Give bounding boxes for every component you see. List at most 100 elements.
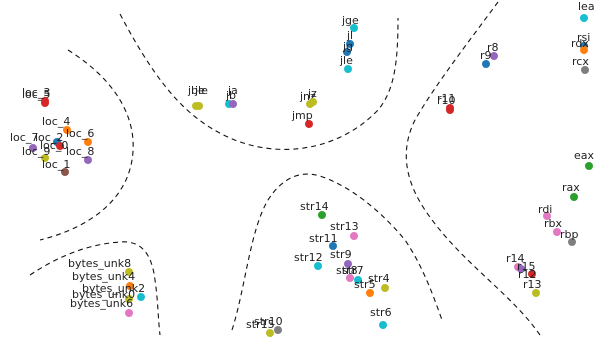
point-label-r13: r13 [523, 278, 542, 291]
point-label-str7: str7 [342, 264, 364, 277]
point-marker-str14 [318, 211, 326, 219]
point-marker-jle [344, 65, 352, 73]
point-marker-bytes-unk8 [125, 268, 133, 276]
point-marker-str5 [366, 289, 374, 297]
point-label-bytes-unk2: bytes_unk2 [82, 282, 145, 295]
point-marker-str10 [274, 326, 282, 334]
point-label-bytes-unk6: bytes_unk6 [70, 297, 133, 310]
point-marker-lea [580, 14, 588, 22]
point-label-r15: r15 [517, 260, 536, 273]
point-marker-rbp [568, 238, 576, 246]
point-label-str5: str5 [354, 278, 376, 291]
point-marker-jz [309, 98, 317, 106]
point-label-str13: str13 [330, 220, 359, 233]
point-label-bytes-unk4: bytes_unk4 [72, 270, 135, 283]
point-marker-jmp [305, 120, 313, 128]
point-label-r9: r9 [480, 49, 492, 62]
point-marker-loc-1 [61, 168, 69, 176]
separator-bottom-left [29, 241, 161, 336]
point-label-ja: ja [227, 84, 238, 97]
point-marker-str7 [354, 276, 362, 284]
point-marker-rdi [543, 212, 551, 220]
point-label-jge: jge [341, 14, 359, 27]
point-label-loc-4: loc_4 [42, 115, 70, 128]
point-marker-bytes-unk4 [126, 282, 134, 290]
point-label-r10: r10 [437, 94, 456, 107]
point-label-rdi: rdi [538, 203, 552, 216]
point-label-r14: r14 [506, 252, 525, 265]
cluster-bytes: bytes_unk8bytes_unk4bytes_unk2bytes_unk0… [68, 257, 145, 317]
point-label-loc-1: loc_1 [42, 158, 70, 171]
point-marker-r11 [446, 106, 454, 114]
point-marker-ja [229, 100, 237, 108]
point-marker-rax [570, 193, 578, 201]
point-label-jle: jle [339, 54, 353, 67]
separator-top-center [119, 13, 399, 150]
separator-curves [29, 1, 541, 336]
point-label-str11: str11 [309, 232, 338, 245]
point-label-str10: str10 [254, 315, 283, 328]
point-label-jb: jb [225, 89, 236, 102]
point-marker-rbx [553, 228, 561, 236]
point-marker-bytes-unk2 [137, 293, 145, 301]
point-marker-r8 [490, 52, 498, 60]
point-label-jl: jl [346, 29, 353, 42]
point-label-loc-2: loc_2 [35, 131, 63, 144]
point-label-loc-0: loc_0 [40, 139, 68, 152]
point-marker-loc-0 [56, 142, 64, 150]
point-marker-r15 [517, 265, 525, 273]
point-marker-str15 [266, 329, 274, 337]
point-label-str9: str9 [330, 248, 352, 261]
point-marker-loc-7 [29, 144, 37, 152]
point-label-str14: str14 [300, 200, 329, 213]
point-label-jz: jz [307, 87, 317, 100]
point-label-jmp: jmp [291, 109, 313, 122]
point-label-loc-6: loc_6 [66, 127, 94, 140]
point-marker-loc-6 [84, 138, 92, 146]
point-label-r12: r12 [518, 268, 537, 281]
point-label-loc-9: loc_9 [22, 145, 50, 158]
point-label-rbx: rbx [544, 217, 563, 230]
point-label-jbe: jbe [187, 84, 205, 97]
point-label-loc-8: loc_8 [66, 145, 94, 158]
point-marker-str11 [329, 242, 337, 250]
point-marker-bytes-unk0 [125, 295, 133, 303]
point-marker-r13 [532, 289, 540, 297]
point-marker-str9 [344, 260, 352, 268]
point-marker-str12 [314, 262, 322, 270]
point-label-rax: rax [562, 181, 580, 194]
point-marker-jle [195, 102, 203, 110]
point-label-bytes-unk8: bytes_unk8 [68, 257, 131, 270]
point-marker-loc-8 [84, 156, 92, 164]
point-marker-eax [585, 162, 593, 170]
point-marker-jl [346, 40, 354, 48]
point-marker-r9 [482, 60, 490, 68]
point-marker-rcx [581, 66, 589, 74]
point-marker-str4 [381, 284, 389, 292]
point-label-str6: str6 [370, 306, 392, 319]
point-label-r8: r8 [487, 41, 499, 54]
point-label-str15: str15 [246, 318, 275, 331]
point-marker-jg [343, 48, 351, 56]
point-label-lea: lea [578, 0, 595, 13]
point-label-jg: jg [342, 40, 353, 53]
point-label-rdx: rdx [571, 37, 589, 50]
point-label-bytes-unk0: bytes_unk0 [72, 288, 135, 301]
point-label-jle: jle [194, 84, 208, 97]
point-marker-loc-9 [41, 154, 49, 162]
separator-right [405, 1, 541, 336]
point-marker-str8 [346, 274, 354, 282]
point-label-r11: r11 [437, 92, 456, 105]
point-label-loc-3: loc_3 [22, 86, 50, 99]
point-label-rsi: rsi [577, 31, 590, 44]
point-marker-str6 [379, 321, 387, 329]
point-marker-str13 [350, 232, 358, 240]
point-marker-jge [350, 24, 358, 32]
